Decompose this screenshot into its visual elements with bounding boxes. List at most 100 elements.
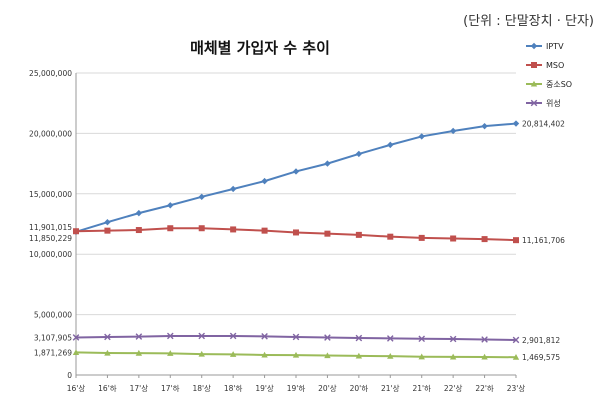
data-point bbox=[261, 177, 268, 185]
data-point bbox=[418, 353, 425, 360]
x-tick-label: 19'하 bbox=[287, 383, 306, 393]
data-point-stroke bbox=[481, 336, 488, 343]
data-point bbox=[104, 218, 111, 226]
end-value-label: 11,161,706 bbox=[522, 236, 565, 245]
data-point bbox=[418, 335, 426, 343]
data-point bbox=[530, 99, 538, 107]
legend-label: 중소SO bbox=[546, 80, 572, 89]
end-value-label: 1,469,575 bbox=[522, 353, 560, 362]
data-point bbox=[167, 202, 174, 209]
x-tick-label: 20'상 bbox=[318, 383, 337, 393]
data-point-stroke bbox=[355, 334, 363, 342]
data-point bbox=[449, 353, 457, 360]
data-point bbox=[167, 225, 174, 232]
data-point-stroke bbox=[261, 333, 268, 340]
end-value-label: 2,901,812 bbox=[522, 336, 560, 345]
data-point bbox=[135, 333, 143, 340]
data-point-stroke bbox=[292, 333, 300, 341]
y-tick-label: 0 bbox=[67, 371, 72, 380]
x-tick-label: 16'상 bbox=[67, 383, 86, 393]
data-point bbox=[324, 230, 331, 237]
x-tick-label: 21'상 bbox=[381, 383, 400, 393]
start-value-label: 1,871,269 bbox=[34, 348, 72, 357]
x-tick-label: 18'하 bbox=[224, 383, 243, 393]
y-tick-label: 15,000,000 bbox=[29, 190, 72, 199]
start-value-label: 11,850,229 bbox=[29, 234, 72, 243]
data-point bbox=[73, 228, 79, 235]
y-tick-label: 5,000,000 bbox=[34, 311, 72, 320]
data-point-stroke bbox=[104, 333, 111, 341]
data-point bbox=[104, 333, 111, 341]
data-point bbox=[229, 351, 237, 357]
data-point bbox=[198, 350, 205, 357]
data-point-stroke bbox=[166, 332, 174, 340]
end-value-label: 20,814,402 bbox=[522, 120, 565, 129]
data-point-stroke bbox=[229, 332, 237, 340]
legend-label: MSO bbox=[546, 61, 564, 70]
data-point bbox=[230, 226, 237, 233]
data-point bbox=[72, 334, 80, 341]
data-point bbox=[418, 133, 425, 140]
data-point bbox=[135, 227, 142, 234]
data-point bbox=[292, 333, 300, 341]
data-point bbox=[72, 349, 80, 355]
start-value-label: 3,107,905 bbox=[34, 333, 72, 342]
data-point bbox=[198, 332, 206, 340]
data-point bbox=[512, 336, 520, 344]
data-point bbox=[104, 227, 111, 234]
data-point bbox=[513, 237, 519, 244]
data-point bbox=[261, 351, 268, 358]
data-point bbox=[355, 150, 363, 158]
data-point bbox=[229, 185, 237, 193]
data-point bbox=[104, 349, 111, 356]
data-point bbox=[530, 42, 538, 50]
data-point-stroke bbox=[530, 99, 538, 107]
x-tick-label: 17'상 bbox=[130, 383, 149, 393]
data-point bbox=[481, 353, 488, 360]
unit-note: (단위 : 단말장치 · 단자) bbox=[463, 14, 594, 29]
data-point-stroke bbox=[512, 336, 520, 344]
data-point bbox=[449, 335, 457, 343]
data-point bbox=[229, 332, 237, 340]
data-point bbox=[481, 122, 488, 130]
legend-label: IPTV bbox=[546, 42, 564, 51]
data-point bbox=[324, 160, 331, 167]
data-point bbox=[293, 229, 299, 236]
series-line-IPTV bbox=[75, 122, 517, 233]
data-point bbox=[292, 351, 300, 358]
data-point-stroke bbox=[198, 332, 206, 340]
data-point bbox=[198, 225, 205, 232]
data-point bbox=[261, 227, 268, 234]
data-point bbox=[530, 80, 538, 87]
data-point bbox=[449, 127, 457, 135]
data-point bbox=[387, 352, 394, 359]
x-tick-label: 16'하 bbox=[98, 383, 117, 393]
data-point bbox=[135, 349, 143, 356]
data-point-stroke bbox=[135, 333, 143, 340]
data-point bbox=[387, 141, 394, 149]
data-point bbox=[481, 236, 488, 243]
data-point bbox=[166, 332, 174, 340]
data-point bbox=[418, 234, 425, 241]
data-point bbox=[355, 231, 362, 238]
x-tick-label: 23'상 bbox=[507, 383, 526, 393]
data-point-stroke bbox=[386, 335, 394, 342]
x-tick-label: 22'하 bbox=[475, 383, 494, 393]
data-point-stroke bbox=[72, 334, 80, 341]
x-tick-label: 21'하 bbox=[412, 383, 431, 393]
data-point bbox=[531, 62, 537, 68]
data-point bbox=[512, 120, 520, 127]
data-point bbox=[355, 334, 363, 342]
data-point bbox=[387, 233, 394, 240]
data-point bbox=[512, 354, 520, 360]
data-point bbox=[292, 168, 300, 175]
data-point bbox=[135, 209, 143, 217]
data-point bbox=[450, 235, 457, 242]
x-tick-label: 19'상 bbox=[255, 383, 274, 393]
data-point-stroke bbox=[324, 334, 331, 341]
y-tick-label: 25,000,000 bbox=[29, 69, 72, 78]
data-point-stroke bbox=[418, 335, 426, 343]
data-point bbox=[324, 352, 331, 359]
data-point bbox=[167, 350, 174, 356]
